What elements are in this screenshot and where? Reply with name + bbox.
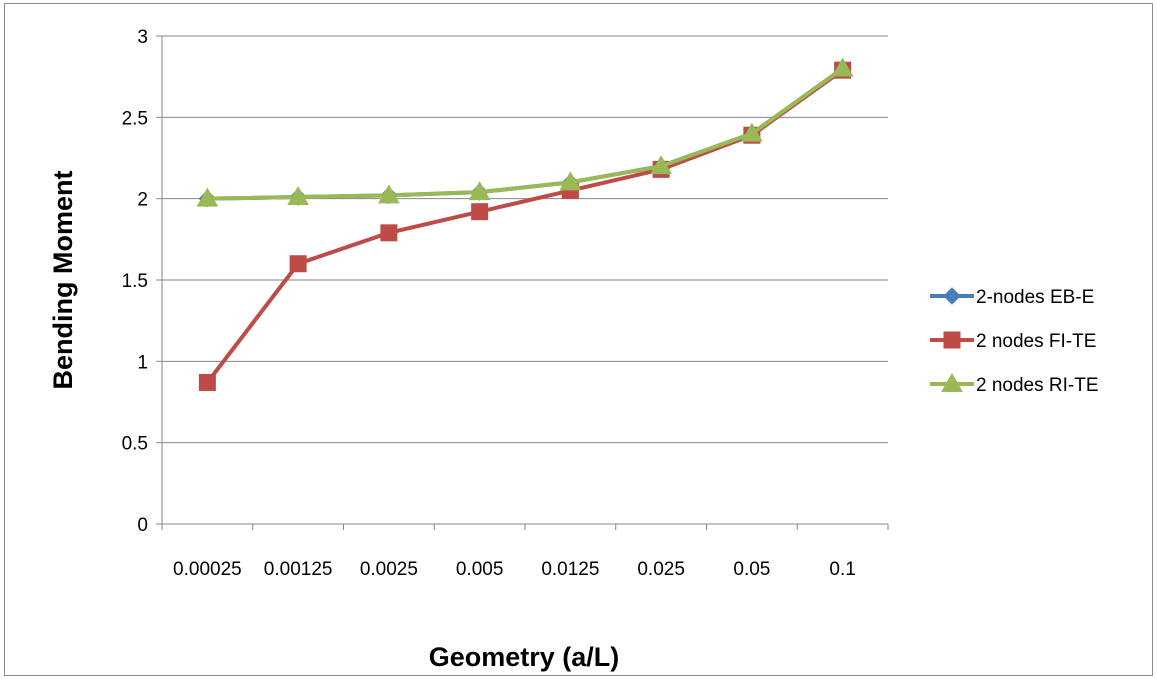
- y-tick-label: 1: [137, 352, 148, 373]
- x-tick-labels: 0.00025 0.00125 0.0025 0.005 0.0125 0.025 0.05…: [173, 559, 856, 580]
- data-point: [198, 373, 216, 391]
- x-tick-label: 0.005: [456, 559, 504, 580]
- data-point: [831, 57, 854, 77]
- data-point: [380, 224, 398, 242]
- y-tick-label: 2: [137, 190, 148, 211]
- x-tick-label: 0.0125: [541, 559, 599, 580]
- axes: [156, 35, 889, 530]
- data-point: [559, 171, 582, 191]
- legend-label: 2 nodes FI-TE: [976, 331, 1096, 352]
- data-point: [289, 255, 307, 273]
- x-tick-label: 0.025: [637, 559, 685, 580]
- y-axis-title: Bending Moment: [48, 171, 78, 390]
- data-point: [468, 181, 491, 201]
- series-2: [196, 57, 854, 207]
- x-tick-label: 0.00025: [173, 559, 242, 580]
- data-point: [287, 186, 309, 206]
- series-line: [205, 66, 845, 201]
- y-tick-label: 0: [137, 515, 148, 536]
- x-tick-label: 0.1: [829, 559, 855, 580]
- y-tick-label: 2.5: [122, 108, 148, 129]
- data-point: [196, 187, 219, 207]
- series-1: [198, 61, 852, 391]
- data-point: [650, 155, 672, 175]
- data-point: [741, 122, 763, 142]
- y-tick-label: 0.5: [122, 434, 148, 455]
- series: [196, 57, 854, 391]
- x-tick-label: 0.05: [733, 559, 770, 580]
- legend-item: 2 nodes RI-TE: [930, 372, 1099, 396]
- data-point: [943, 287, 961, 305]
- x-tick-label: 0.00125: [264, 559, 333, 580]
- legend-item: 2-nodes EB-E: [930, 287, 1094, 308]
- legend: 2-nodes EB-E 2 nodes FI-TE 2 nodes RI-TE: [930, 287, 1099, 396]
- data-point: [471, 203, 489, 221]
- gridlines: [162, 35, 888, 444]
- legend-label: 2 nodes RI-TE: [976, 375, 1099, 396]
- x-axis-title: Geometry (a/L): [429, 642, 620, 672]
- y-tick-labels: 0 0.5 1 1.5 2 2.5 3: [122, 27, 148, 536]
- y-tick-label: 1.5: [122, 271, 148, 292]
- legend-label: 2-nodes EB-E: [976, 287, 1094, 308]
- data-point: [378, 184, 400, 204]
- x-tick-label: 0.0025: [360, 559, 418, 580]
- legend-item: 2 nodes FI-TE: [930, 331, 1096, 352]
- y-tick-label: 3: [137, 27, 148, 48]
- data-point: [941, 372, 963, 392]
- data-point: [943, 331, 961, 349]
